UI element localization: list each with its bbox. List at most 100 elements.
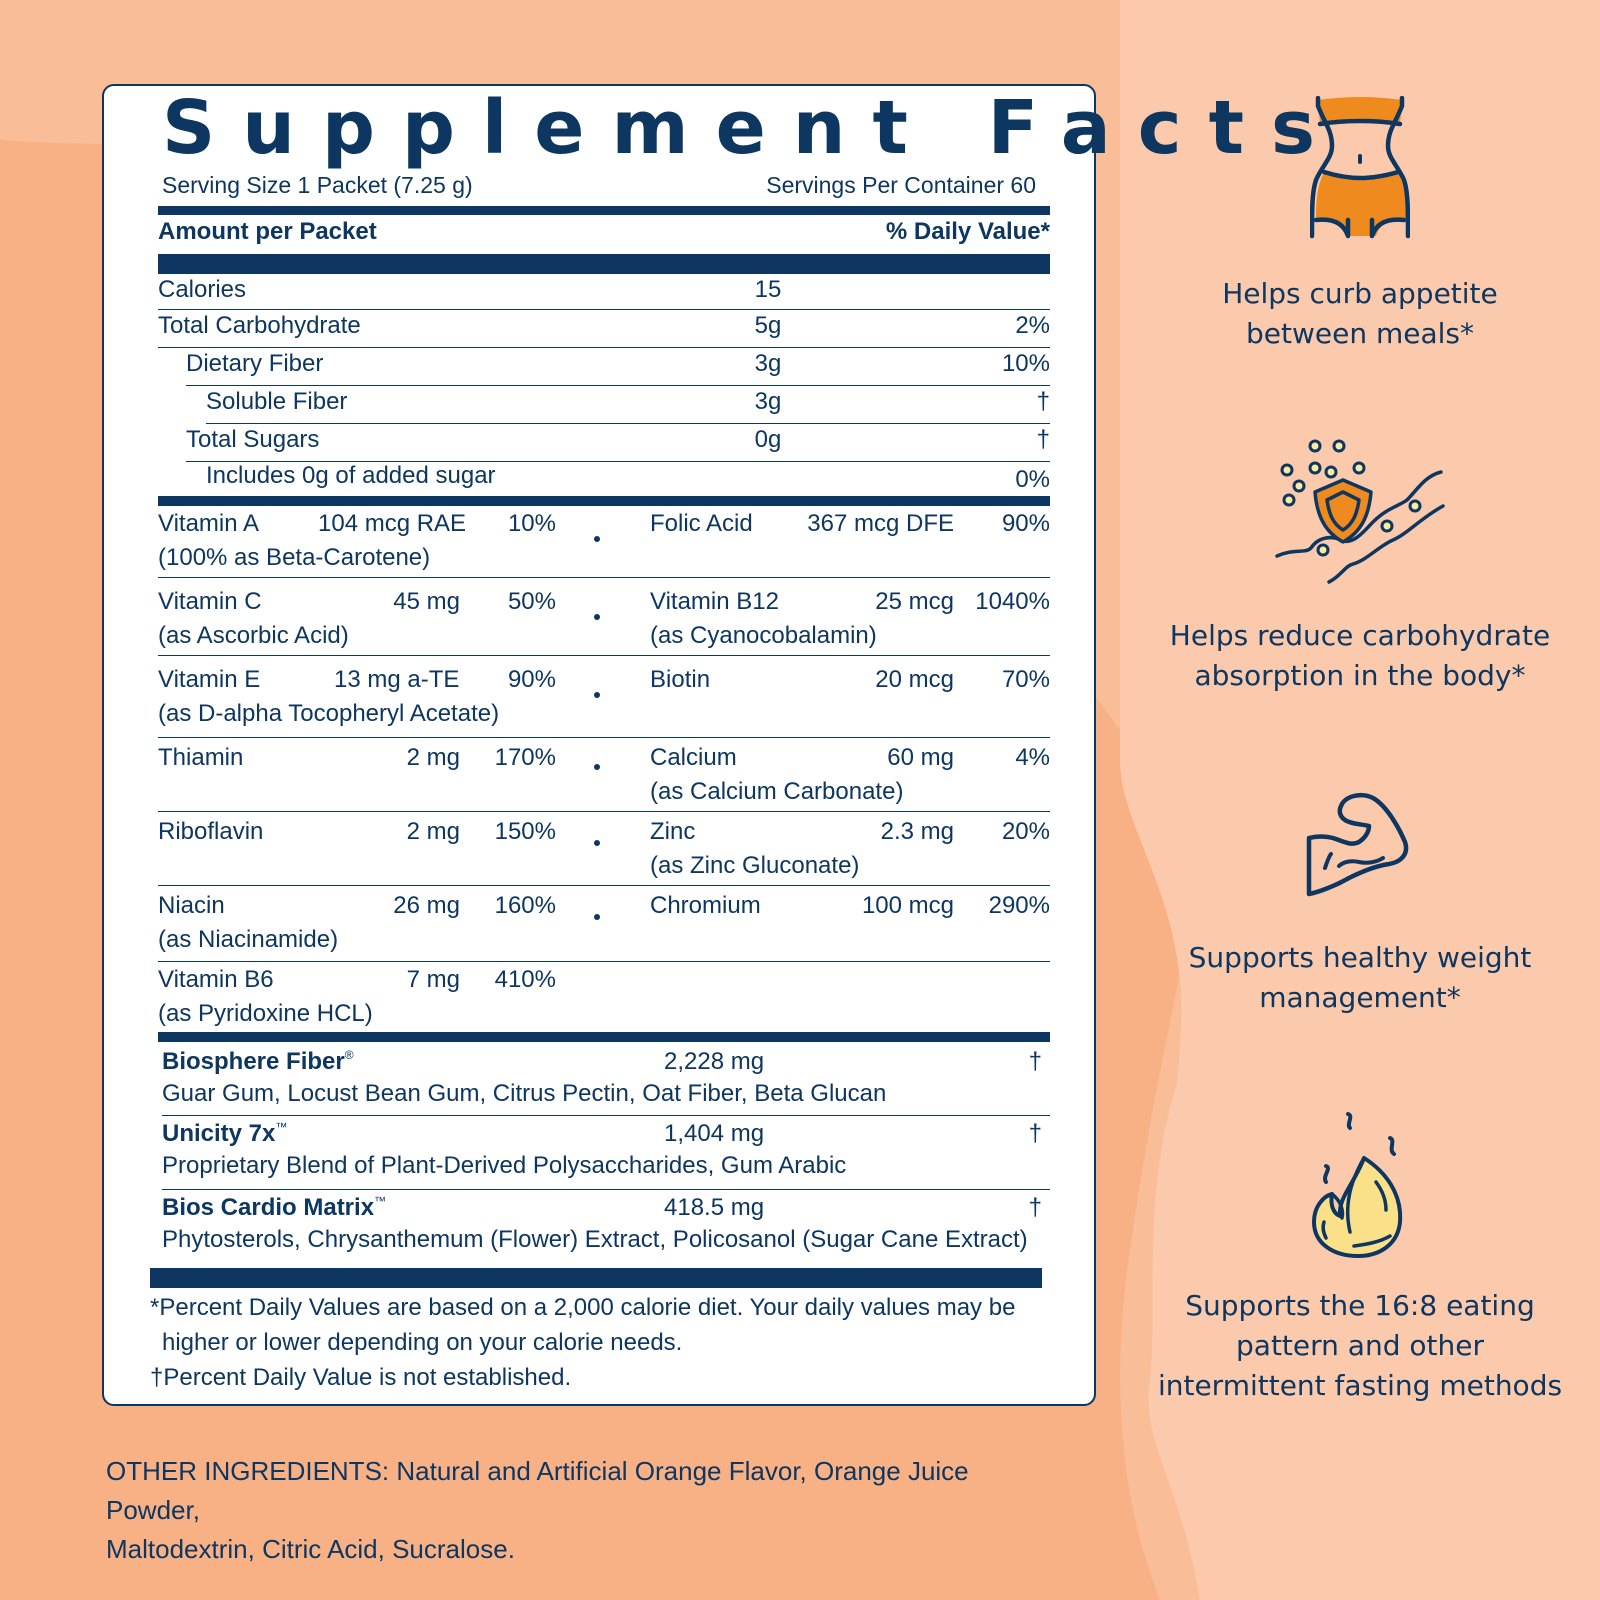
vitamin-dv: 10%	[507, 510, 556, 537]
vitamin-row: Vitamin A 104 mcg RAE 10% (100% as Beta-…	[158, 510, 1050, 578]
serving-size: Serving Size 1 Packet (7.25 g)	[162, 172, 473, 198]
vitamin-row: Riboflavin 2 mg 150% Zinc 2.3 mg 20% (as…	[158, 814, 1050, 886]
separator-dot	[594, 614, 600, 620]
nutrient-row: Dietary Fiber 3g 10%	[186, 350, 1050, 386]
vitamin-amount: 7 mg	[406, 966, 460, 993]
vitamin-amount: 367 mcg DFE	[807, 510, 954, 537]
vitamin-dv: 160%	[494, 892, 556, 919]
benefit-weight: Supports healthy weight management*	[1120, 792, 1600, 1018]
vitamin-name: Biotin	[650, 666, 711, 693]
nutrient-dv: 0%	[1015, 466, 1050, 493]
other-ingredients-line: Maltodextrin, Citric Acid, Sucralose.	[106, 1534, 515, 1564]
nutrient-amount: 5g	[754, 312, 782, 339]
vitamin-amount: 2 mg	[406, 744, 460, 771]
footnote-line: *Percent Daily Values are based on a 2,0…	[150, 1294, 1016, 1321]
blend-row: Bios Cardio Matrix™ 418.5 mg † Phytoster…	[162, 1194, 1050, 1264]
vitamin-row: Vitamin C 45 mg 50% (as Ascorbic Acid) V…	[158, 580, 1050, 656]
blend-amount: 1,404 mg	[664, 1120, 765, 1147]
vitamin-name: Vitamin B6	[158, 966, 274, 993]
nutrient-row: Includes 0g of added sugar 0%	[206, 462, 1050, 496]
vitamin-amount: 20 mcg	[875, 666, 954, 693]
blend-ingredients: Proprietary Blend of Plant-Derived Polys…	[162, 1152, 847, 1179]
shield-carb-icon	[1275, 439, 1445, 584]
vitamin-row: Thiamin 2 mg 170% Calcium 60 mg 4% (as C…	[158, 740, 1050, 812]
vitamin-dv: 4%	[1015, 744, 1050, 771]
panel-title: Supplement Facts	[162, 85, 1343, 171]
vitamin-amount: 45 mg	[393, 588, 460, 615]
divider-thick	[158, 206, 1050, 215]
table-header: Amount per Packet % Daily Value*	[158, 218, 1050, 246]
waist-icon	[1310, 96, 1410, 239]
amount-header: Amount per Packet	[158, 218, 377, 245]
vitamin-name: Zinc	[650, 818, 696, 845]
blend-dv: †	[1028, 1120, 1042, 1147]
blend-ingredients: Guar Gum, Locust Bean Gum, Citrus Pectin…	[162, 1080, 887, 1107]
flame-icon	[1312, 1112, 1403, 1258]
divider-heavy	[150, 1268, 1042, 1288]
vitamin-name: Vitamin C	[158, 588, 262, 615]
footnote-dv: *Percent Daily Values are based on a 2,0…	[150, 1290, 1015, 1395]
nutrient-name: Calories	[158, 276, 247, 303]
separator-dot	[594, 692, 600, 698]
blend-name: Unicity 7x™	[162, 1120, 288, 1147]
benefit-text: Supports the 16:8 eating pattern and othe…	[1157, 1289, 1563, 1402]
vitamin-amount: 104 mcg RAE	[318, 510, 467, 537]
vitamin-name: Chromium	[650, 892, 761, 919]
vitamin-name: Vitamin B12	[650, 588, 779, 615]
vitamin-source: (as Calcium Carbonate)	[650, 778, 904, 805]
vitamin-amount: 100 mcg	[861, 892, 954, 919]
nutrient-row: Soluble Fiber 3g †	[206, 388, 1050, 424]
nutrient-amount: 3g	[754, 350, 782, 377]
benefit-text: Helps curb appetite between meals*	[1222, 277, 1498, 350]
vitamin-dv: 90%	[507, 666, 556, 693]
vitamin-name: Vitamin E	[158, 666, 261, 693]
blend-amount: 2,228 mg	[664, 1048, 765, 1075]
vitamin-source: (as D-alpha Tocopheryl Acetate)	[158, 700, 500, 727]
other-ingredients-line: OTHER INGREDIENTS: Natural and Artificia…	[106, 1456, 969, 1525]
vitamin-name: Calcium	[650, 744, 737, 771]
nutrient-name: Total Sugars	[186, 426, 320, 453]
vitamin-amount: 60 mg	[887, 744, 954, 771]
vitamin-name: Folic Acid	[650, 510, 753, 537]
benefit-text: Helps reduce carbohydrate absorption in t…	[1169, 619, 1551, 692]
blend-dv: †	[1028, 1194, 1042, 1221]
nutrient-row: Total Carbohydrate 5g 2%	[158, 312, 1050, 348]
nutrient-row: Total Sugars 0g †	[186, 426, 1050, 462]
vitamin-source: (as Zinc Gluconate)	[650, 852, 860, 879]
vitamin-amount: 25 mcg	[875, 588, 954, 615]
vitamin-source: (as Pyridoxine HCL)	[158, 1000, 373, 1027]
vitamin-amount: 26 mg	[393, 892, 460, 919]
benefit-text: Supports healthy weight management*	[1188, 941, 1532, 1014]
vitamin-dv: 90%	[1001, 510, 1050, 537]
blend-dv: †	[1028, 1048, 1042, 1075]
divider-heavy	[158, 254, 1050, 274]
benefit-fasting: Supports the 16:8 eating pattern and othe…	[1120, 1110, 1600, 1406]
vitamin-amount: 2.3 mg	[880, 818, 954, 845]
other-ingredients: OTHER INGREDIENTS: Natural and Artificia…	[106, 1452, 1066, 1569]
nutrient-dv: 10%	[1001, 350, 1050, 377]
vitamin-name: Niacin	[158, 892, 225, 919]
separator-dot	[594, 914, 600, 920]
vitamin-row: Niacin 26 mg 160% (as Niacinamide) Chrom…	[158, 888, 1050, 962]
footnote-line: higher or lower depending on your calori…	[162, 1329, 683, 1356]
vitamin-amount: 13 mg a-TE	[334, 666, 460, 693]
blend-row: Biosphere Fiber® 2,228 mg † Guar Gum, Lo…	[162, 1048, 1050, 1116]
vitamin-dv: 50%	[507, 588, 556, 615]
vitamin-amount: 2 mg	[406, 818, 460, 845]
flexed-arm-icon	[1306, 793, 1409, 897]
dv-header: % Daily Value*	[885, 218, 1050, 245]
nutrient-name: Soluble Fiber	[206, 388, 348, 415]
nutrient-name: Total Carbohydrate	[158, 312, 361, 339]
benefit-appetite: Helps curb appetite between meals*	[1120, 96, 1600, 354]
nutrient-amount: 3g	[754, 388, 782, 415]
vitamin-name: Vitamin A	[158, 510, 259, 537]
blend-name: Biosphere Fiber®	[162, 1048, 354, 1075]
serving-info: Serving Size 1 Packet (7.25 g) Servings …	[162, 172, 1036, 199]
nutrient-dv: †	[1036, 388, 1050, 415]
vitamin-name: Riboflavin	[158, 818, 264, 845]
nutrient-dv: 2%	[1015, 312, 1050, 339]
separator-dot	[594, 840, 600, 846]
vitamin-dv: 410%	[494, 966, 556, 993]
nutrient-amount: 15	[754, 276, 782, 303]
footnote-dagger: †Percent Daily Value is not established.	[150, 1364, 572, 1391]
